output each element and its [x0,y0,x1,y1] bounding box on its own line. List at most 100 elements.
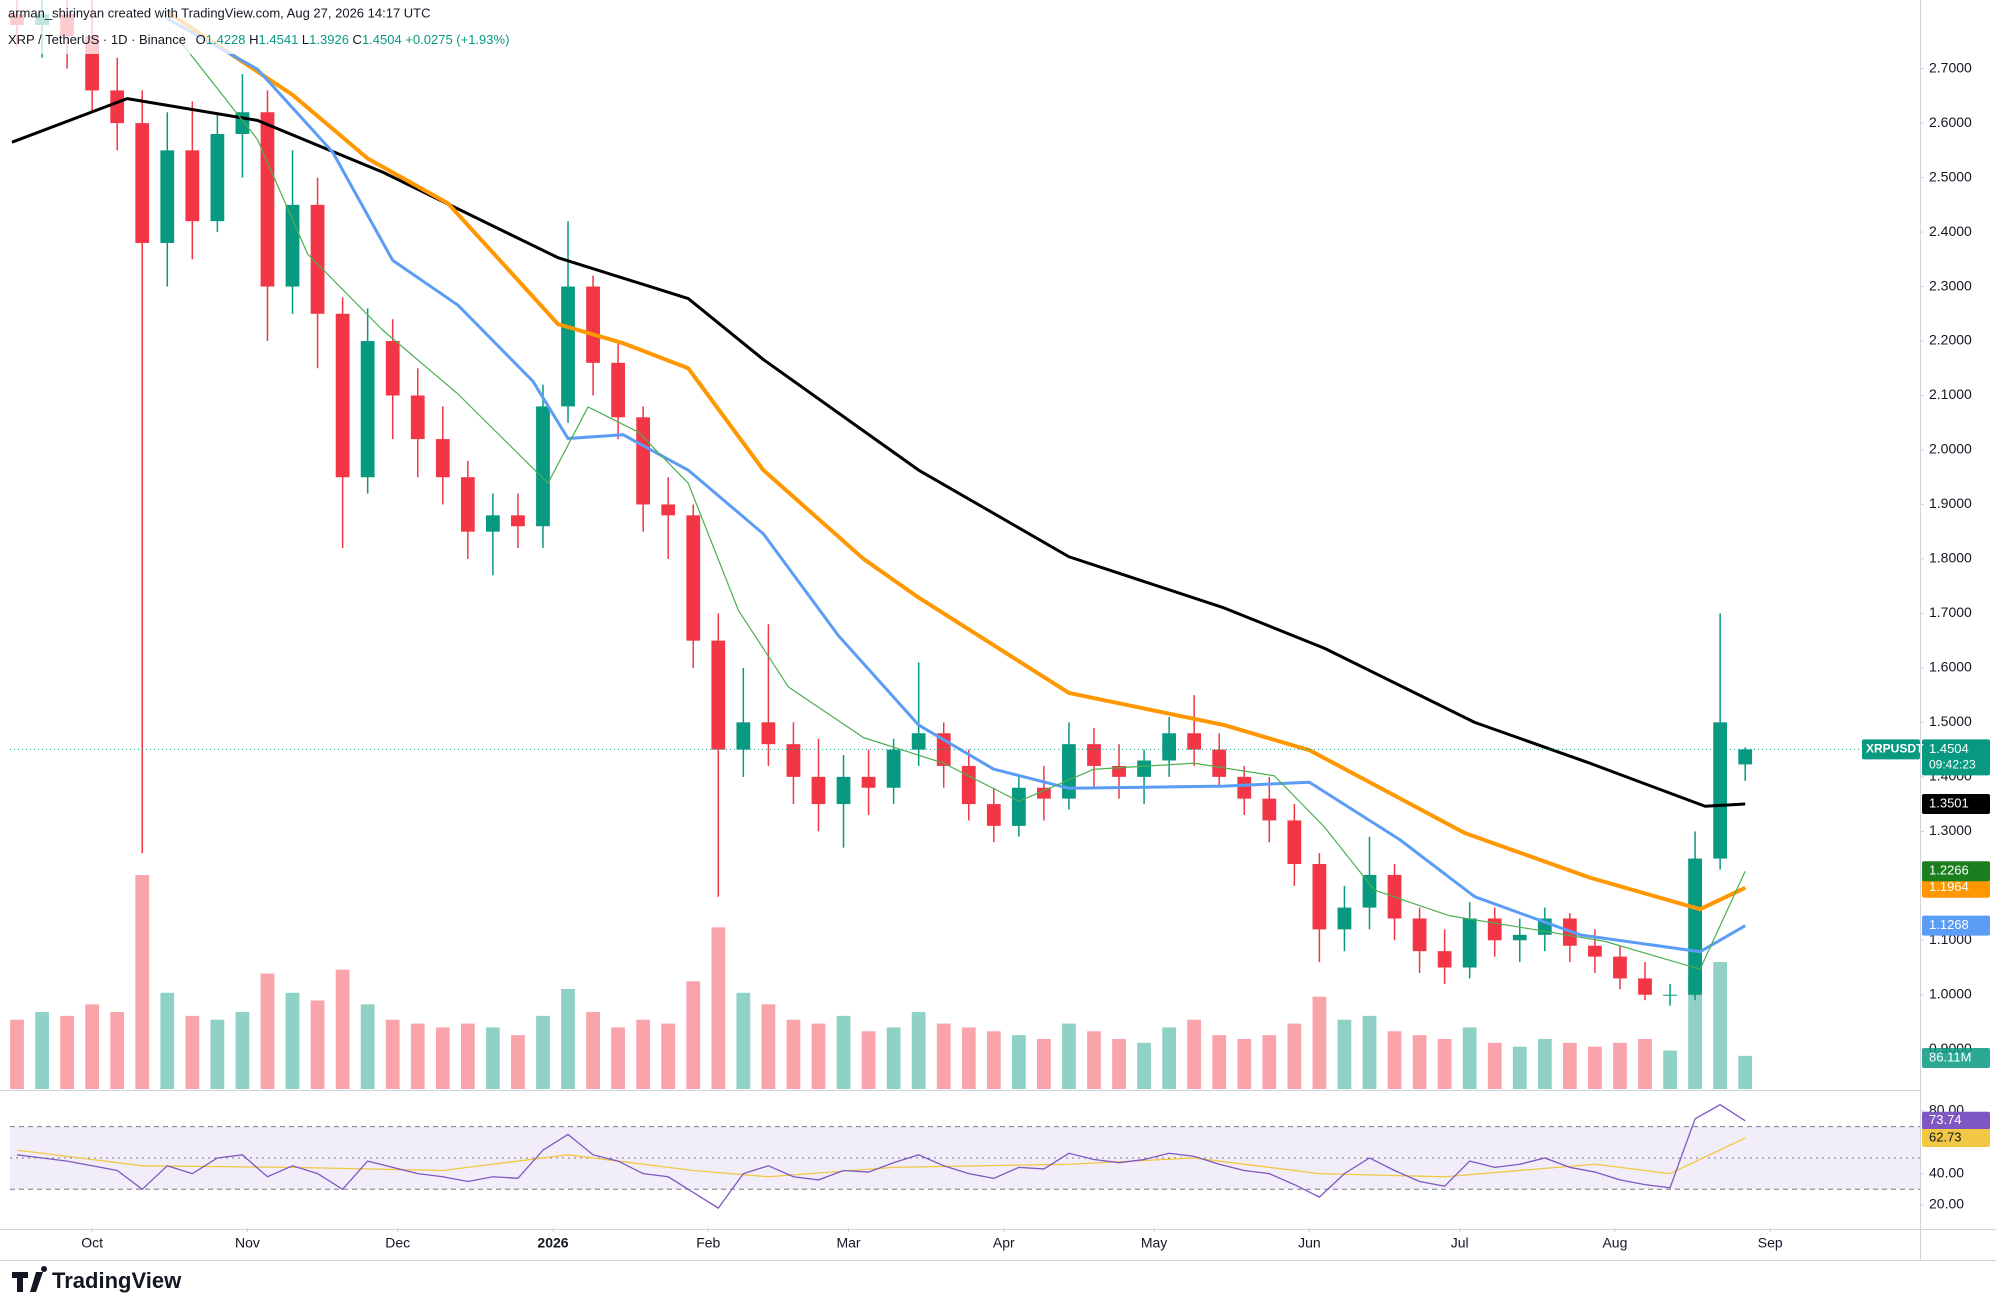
countdown: 09:42:23 [1929,758,1976,772]
moving-average [11,97,1746,808]
volume-bar [1588,1046,1602,1089]
moving-average [176,37,1746,970]
logo: TradingView [12,1266,182,1293]
ma-badge-label: 1.1964 [1929,879,1969,894]
volume-bar [1162,1027,1177,1089]
volume-bar [511,1035,525,1089]
volume-bar [786,1019,801,1089]
volume-bar [586,1012,600,1089]
y-tick-label: 2.5000 [1929,168,1972,184]
candle-body [736,722,751,750]
volume-bar [1387,1031,1402,1089]
volume-bar [1237,1038,1252,1089]
candle-body [586,286,600,363]
x-tick-label: Apr [993,1235,1015,1251]
candle-body [1062,744,1076,799]
volume-bar [1212,1035,1227,1089]
candle-body [1287,820,1302,865]
volume-bar [1312,996,1327,1089]
volume-bar [1262,1035,1277,1089]
y-tick-label: 2.3000 [1929,277,1972,293]
candle-body [160,150,175,243]
volume-bar [1738,1055,1753,1089]
x-tick-label: Jul [1451,1235,1469,1251]
ohlc-letter: O [196,32,206,47]
ma-badge [1922,794,1990,815]
x-tick-label: Aug [1602,1235,1627,1251]
volume-bar [1512,1046,1527,1089]
logo-mark [12,1266,48,1292]
y-tick-label: 2.1000 [1929,386,1972,402]
moving-average [166,17,1746,954]
rsi-line [16,1103,1746,1209]
volume-bar [661,1023,676,1089]
candle-body [485,515,500,532]
candle-body [1512,934,1527,941]
price-badge [1922,739,1990,776]
brand: TradingView [52,1268,182,1293]
candle-body [460,477,475,532]
y-tick-label: 1.5000 [1929,713,1972,729]
volume-bar [1362,1015,1377,1089]
volume-bar [10,1019,24,1089]
rsi-badge [1922,1111,1990,1130]
x-tick-label: Oct [81,1235,103,1251]
y-tick-label: 1.7000 [1929,604,1972,620]
volume-bar [110,1012,125,1089]
volume-bar [1412,1035,1427,1089]
volume-bar [360,1004,375,1089]
candle-body [661,504,676,516]
price-pane [10,0,1920,1006]
y-tick-label: 1.8000 [1929,550,1972,566]
rsi-tick-label: 40.00 [1929,1164,1964,1180]
y-tick-label: 2.6000 [1929,114,1972,130]
axes: 0.90001.00001.10001.20001.30001.40001.50… [81,59,1990,1251]
volume-bar [561,988,575,1089]
volume-bar [1087,1031,1101,1089]
y-tick-label: 1.3000 [1929,822,1972,838]
volume-bar [536,1015,550,1089]
volume-bar [611,1027,626,1089]
volume-bar [1613,1042,1627,1089]
candle-body [285,204,300,287]
candle-body [1262,798,1277,821]
ma-badge [1922,877,1990,898]
rsi-badge-label: 73.74 [1929,1112,1962,1127]
candle-body [686,515,701,641]
candle-body [1237,776,1252,799]
candle-body [260,112,275,287]
volume-bar [1287,1023,1302,1089]
volume-bar [1187,1019,1202,1089]
ma-badge-label: 1.1268 [1929,917,1969,932]
candle-body [836,776,851,805]
credit: arman_shirinyan created with TradingView… [8,5,431,20]
volume-bar [711,927,726,1089]
candle-body [1162,733,1177,761]
volume-bar [636,1019,651,1089]
candle-body [1613,956,1627,979]
candle-body [1087,744,1101,766]
volume-bar [410,1023,425,1089]
volume-bar [1062,1023,1076,1089]
ohlc-value: 1.4504 [362,32,402,47]
candle-body [1738,749,1753,765]
volume-bar [210,1019,225,1089]
volume-bar [1037,1038,1051,1089]
candle-body [511,515,525,527]
volume-pane [10,875,1753,1089]
volume-bar [160,992,175,1089]
ma-badge-label: 1.2266 [1929,863,1969,878]
candle-body [861,776,876,788]
volume-bar [135,875,150,1089]
volume-bar [60,1015,74,1089]
ohlc-value: 1.3926 [309,32,349,47]
candle-body [1312,864,1327,930]
volume-bar [460,1023,475,1089]
volume-bar [1688,973,1702,1089]
ticker: XRPUSDT [1866,742,1924,756]
candle-body [911,733,926,750]
candle-body [1437,951,1452,968]
candle-body [185,150,200,222]
volume-bar [686,981,701,1089]
volume-bar [35,1012,49,1089]
